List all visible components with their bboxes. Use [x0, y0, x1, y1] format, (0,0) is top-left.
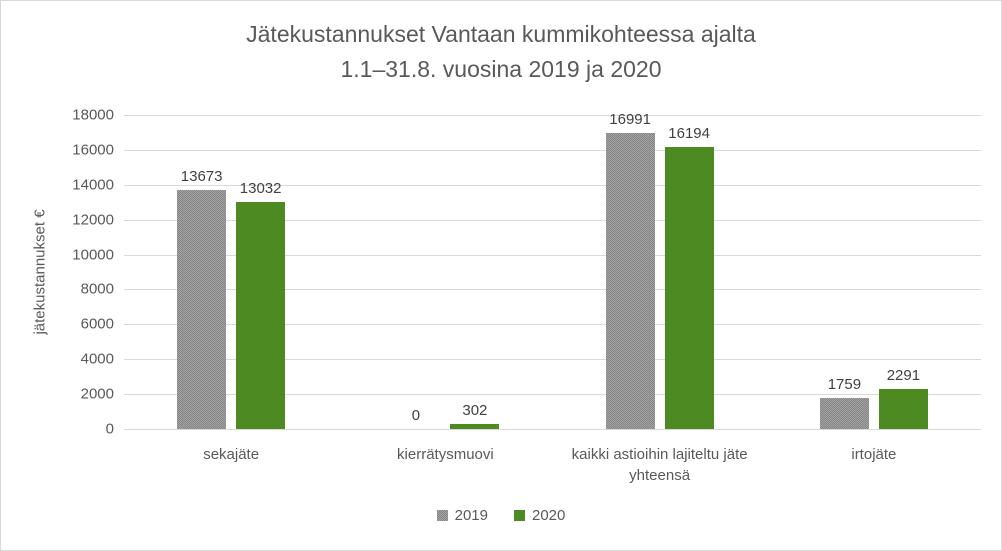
data-label-2019-kierrätysmuovi: 0: [411, 407, 421, 424]
bar-2019-irtojäte: [819, 398, 869, 429]
gridline: [124, 324, 981, 325]
bar-2019-kaikki astioihin lajiteltu jäte yhteensä: [605, 133, 655, 429]
y-axis-tick-label: 16000: [72, 141, 114, 159]
legend-label-2019: 2019: [454, 507, 488, 524]
data-label-2020-kierrätysmuovi: 302: [462, 402, 488, 419]
legend-swatch-2019: [436, 510, 448, 521]
legend-item-2019: 2019: [436, 507, 488, 524]
gridline: [124, 394, 981, 395]
legend-swatch-2020: [514, 510, 525, 521]
y-axis-tick-label: 6000: [80, 315, 114, 333]
y-axis-tick-label: 2000: [80, 385, 114, 403]
chart-title-line-1: Jätekustannukset Vantaan kummikohteessa …: [246, 21, 756, 47]
gridline: [124, 115, 981, 116]
data-label-2020-irtojäte: 2291: [886, 367, 921, 384]
x-axis-line: [124, 429, 981, 430]
y-axis-tick-label: 8000: [80, 280, 114, 298]
gridline: [124, 289, 981, 290]
x-axis-category-label: kaikki astioihin lajiteltu jäte yhteensä: [571, 446, 748, 484]
y-axis-tick-label: 10000: [72, 246, 114, 264]
bar-2020-kaikki astioihin lajiteltu jäte yhteensä: [664, 147, 714, 429]
bar-2020-kierrätysmuovi: [450, 424, 500, 429]
gridline: [124, 185, 981, 186]
x-axis-category-label: sekajäte: [203, 446, 260, 463]
chart-title-line-2: 1.1–31.8. vuosina 2019 ja 2020: [340, 56, 662, 82]
data-label-2020-sekajäte: 13032: [239, 180, 282, 197]
bar-2020-sekajäte: [236, 202, 286, 429]
bar-2020-irtojäte: [878, 389, 928, 429]
data-label-2019-irtojäte: 1759: [827, 376, 862, 393]
y-axis-tick-label: 12000: [72, 211, 114, 229]
data-label-2020-kaikki astioihin lajiteltu jäte yhteensä: 16194: [668, 125, 710, 142]
bar-2019-sekajäte: [177, 190, 227, 429]
gridline: [124, 150, 981, 151]
data-label-2019-sekajäte: 13673: [180, 168, 223, 185]
data-label-2019-kaikki astioihin lajiteltu jäte yhteensä: 16991: [609, 111, 651, 128]
x-axis-category-label: kierrätysmuovi: [397, 446, 494, 463]
legend: 2019 2020: [1, 507, 1001, 524]
gridline: [124, 255, 981, 256]
legend-item-2020: 2020: [514, 507, 565, 524]
gridline: [124, 220, 981, 221]
legend-label-2020: 2020: [532, 507, 566, 524]
y-axis-tick-label: 0: [105, 420, 114, 438]
x-axis-category-label: irtojäte: [851, 446, 897, 463]
y-axis-tick-label: 4000: [80, 350, 114, 368]
chart-title: Jätekustannukset Vantaan kummikohteessa …: [1, 17, 1001, 87]
y-axis-tick-label: 18000: [72, 106, 114, 124]
gridline: [124, 359, 981, 360]
y-axis-tick-label: 14000: [72, 176, 114, 194]
